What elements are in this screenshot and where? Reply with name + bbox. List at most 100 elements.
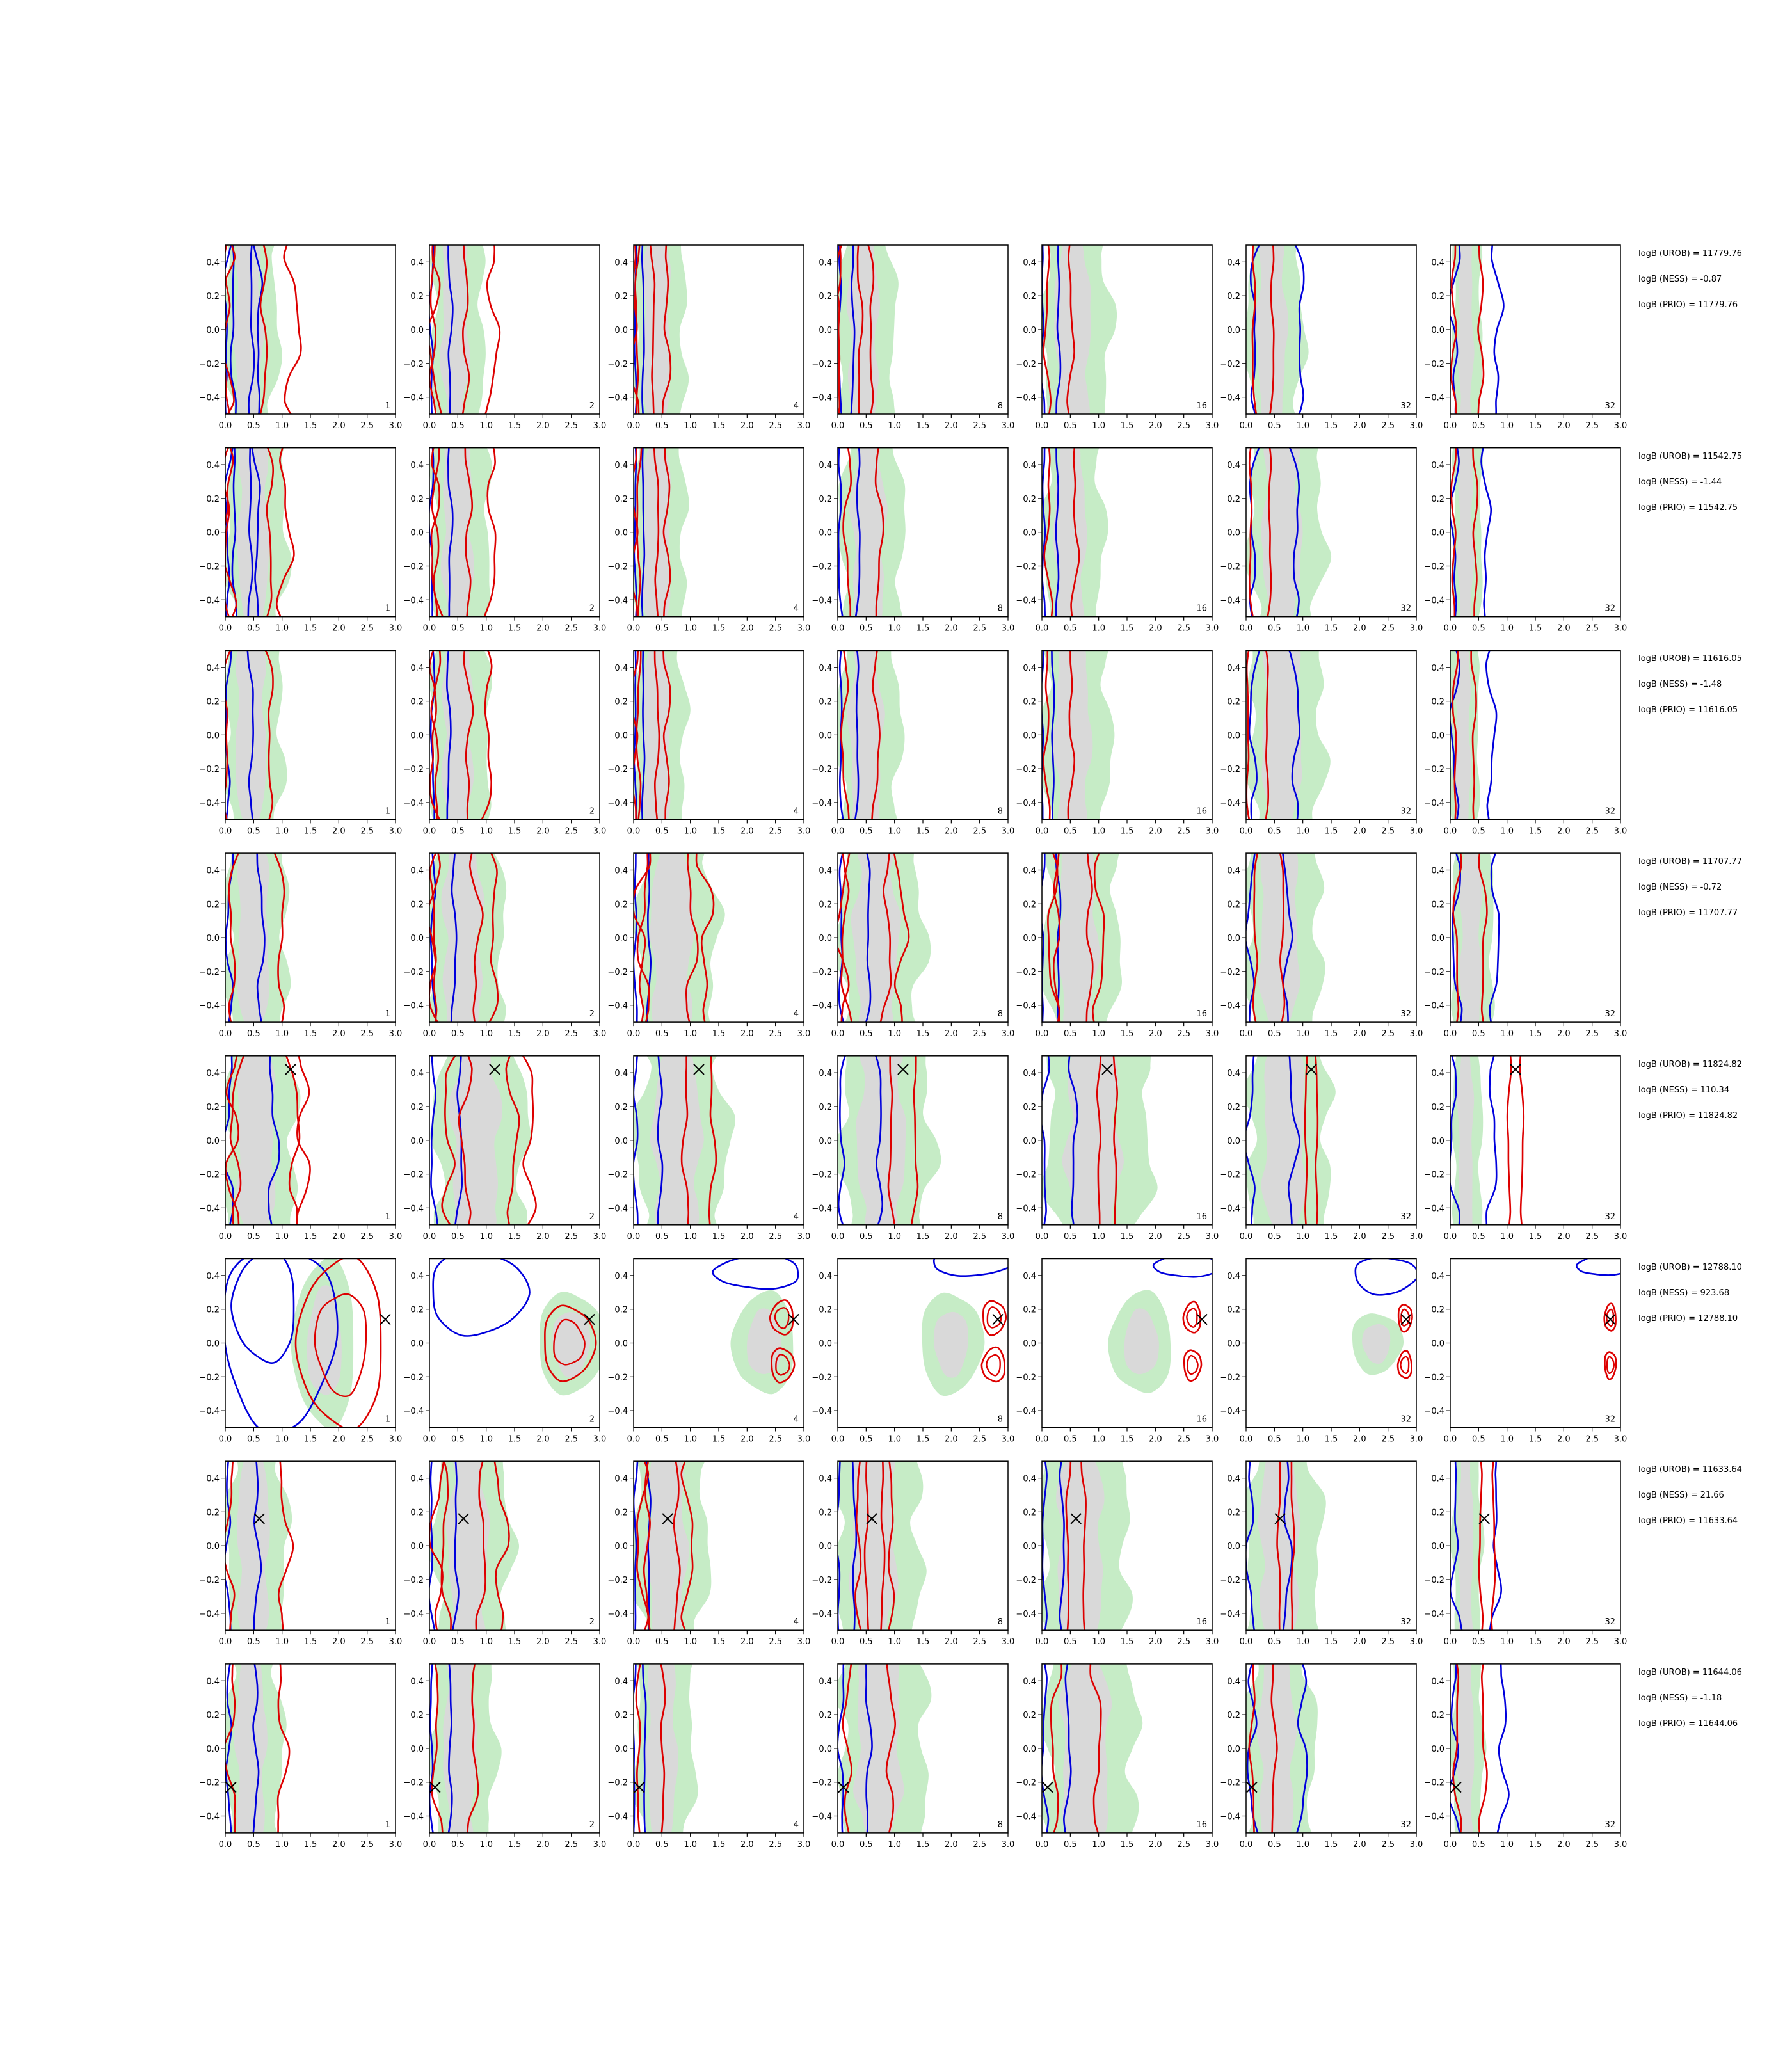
logb-stat-text: logB (UROB) = 11779.76: [1638, 249, 1742, 259]
x-tick-label: 1.5: [916, 1840, 930, 1850]
x-tick-label: 2.0: [1149, 421, 1162, 431]
true-value-marker: [1306, 1064, 1317, 1075]
contour-red-inner: [553, 1318, 586, 1366]
x-tick-label: 2.5: [973, 826, 986, 836]
y-tick-label: 0.0: [819, 1745, 832, 1754]
y-tick-label: 0.4: [1431, 258, 1444, 268]
panel-r7-c6: 0.0 0.5 1.0 1.5 2.0 2.5 3.0 0.4 0.2 0.0 −0.2 −0.4 32: [1220, 1460, 1423, 1647]
true-value-marker: [1478, 1513, 1490, 1524]
density-fill-inner: [851, 853, 902, 1023]
x-tick-label: 0.0: [219, 624, 232, 634]
panel-r5-c7: 0.0 0.5 1.0 1.5 2.0 2.5 3.0 0.4 0.2 0.0 −0.2 −0.4 32: [1424, 1055, 1628, 1242]
contour-red-inner: [1606, 1356, 1615, 1375]
x-tick-label: 3.0: [1614, 1232, 1628, 1242]
density-fill-inner: [1254, 245, 1289, 414]
density-fill-inner: [445, 1461, 490, 1631]
x-tick-label: 2.5: [973, 1232, 986, 1242]
x-tick-label: 1.0: [1092, 1029, 1105, 1039]
density-fill-inner: [1457, 245, 1475, 414]
plot-area: [432, 1258, 600, 1396]
true-value-marker: [897, 1064, 909, 1075]
contour-blue: [429, 853, 458, 1023]
x-tick-label: 1.0: [479, 1232, 493, 1242]
y-tick-label: 0.4: [1023, 1069, 1036, 1078]
panel-number-label: 1: [385, 1212, 390, 1222]
y-tick-label: 0.2: [1227, 292, 1240, 301]
x-tick-label: 1.0: [1296, 624, 1309, 634]
contour-red: [429, 650, 493, 820]
x-tick-label: 0.0: [423, 1029, 436, 1039]
density-fill-inner: [642, 245, 671, 414]
contour-blue: [1246, 1055, 1300, 1225]
y-tick-label: 0.0: [206, 731, 220, 740]
contour-red: [1396, 1350, 1412, 1379]
y-tick-label: 0.4: [410, 461, 424, 470]
y-tick-label: 0.4: [614, 461, 628, 470]
plot-area: [225, 853, 291, 1023]
contour-blue: [225, 245, 264, 414]
x-tick-label: 1.5: [1325, 1435, 1338, 1444]
y-tick-label: 0.2: [614, 1711, 628, 1720]
plot-area: [838, 447, 906, 617]
y-tick-label: 0.0: [614, 1745, 628, 1754]
contour-red: [840, 650, 881, 820]
x-tick-label: 0.0: [627, 1637, 641, 1647]
y-tick-label: 0.2: [819, 495, 832, 504]
x-tick-label: 2.0: [740, 826, 754, 836]
density-fill-inner: [1457, 1055, 1475, 1225]
x-tick-label: 0.5: [1472, 1637, 1485, 1647]
x-tick-label: 1.5: [1325, 1840, 1338, 1850]
plot-area: [634, 1461, 712, 1631]
contour-blue: [1249, 447, 1300, 617]
contour-red: [771, 1347, 796, 1384]
panel-number-label: 32: [1604, 604, 1615, 614]
x-tick-label: 3.0: [1614, 1637, 1628, 1647]
x-tick-label: 2.0: [945, 1637, 958, 1647]
density-fill-inner: [650, 1055, 704, 1225]
y-tick-label: 0.0: [1227, 529, 1240, 538]
panel-number-label: 2: [589, 1820, 595, 1830]
x-tick-label: 0.5: [247, 1435, 260, 1444]
true-value-marker: [866, 1513, 877, 1524]
y-tick-label: −0.2: [812, 1171, 832, 1180]
x-tick-label: 3.0: [389, 624, 403, 634]
x-tick-label: 2.0: [1353, 1637, 1366, 1647]
x-tick-label: 1.0: [1092, 1840, 1105, 1850]
panel-number-label: 32: [1604, 1415, 1615, 1425]
y-tick-label: 0.2: [206, 1103, 220, 1112]
x-tick-label: 2.0: [1557, 1435, 1571, 1444]
y-tick-label: 0.2: [1023, 292, 1036, 301]
x-tick-label: 0.5: [247, 826, 260, 836]
y-tick-label: 0.4: [206, 1272, 220, 1281]
y-tick-label: 0.4: [410, 1272, 424, 1281]
x-tick-label: 2.5: [769, 624, 782, 634]
x-tick-label: 0.0: [1444, 624, 1457, 634]
contour-red: [1096, 1055, 1119, 1225]
panel-r2-c4: 0.0 0.5 1.0 1.5 2.0 2.5 3.0 0.4 0.2 0.0 −0.2 −0.4 8: [812, 447, 1014, 634]
y-tick-label: −0.4: [1424, 596, 1444, 605]
x-tick-label: 0.5: [451, 1232, 465, 1242]
x-tick-label: 0.0: [831, 1840, 845, 1850]
y-tick-label: −0.2: [1016, 563, 1036, 572]
y-tick-label: 0.2: [1023, 1508, 1036, 1517]
x-tick-label: 1.0: [275, 826, 289, 836]
x-tick-label: 0.0: [219, 1029, 232, 1039]
true-value-marker: [662, 1513, 673, 1524]
panel-r3-c5: 0.0 0.5 1.0 1.5 2.0 2.5 3.0 0.4 0.2 0.0 −0.2 −0.4 16: [1016, 650, 1219, 836]
y-tick-label: 0.4: [1431, 1677, 1444, 1686]
y-tick-label: −0.2: [607, 1576, 628, 1585]
x-tick-label: 2.0: [945, 1435, 958, 1444]
plot-area: [1450, 1461, 1503, 1631]
x-tick-label: 2.5: [1585, 1029, 1599, 1039]
density-fill-inner: [236, 650, 266, 820]
panel-number-label: 32: [1400, 1415, 1411, 1425]
x-tick-label: 3.0: [797, 624, 811, 634]
density-fill-inner: [642, 447, 671, 617]
y-tick-label: 0.0: [1431, 1542, 1444, 1551]
contour-red-inner: [314, 1293, 367, 1397]
y-tick-label: 0.4: [1227, 1272, 1240, 1281]
x-tick-label: 1.0: [888, 1232, 901, 1242]
logb-stat-text: logB (UROB) = 11707.77: [1638, 857, 1742, 867]
contour-blue: [1246, 1663, 1308, 1833]
y-tick-label: 0.2: [206, 1711, 220, 1720]
